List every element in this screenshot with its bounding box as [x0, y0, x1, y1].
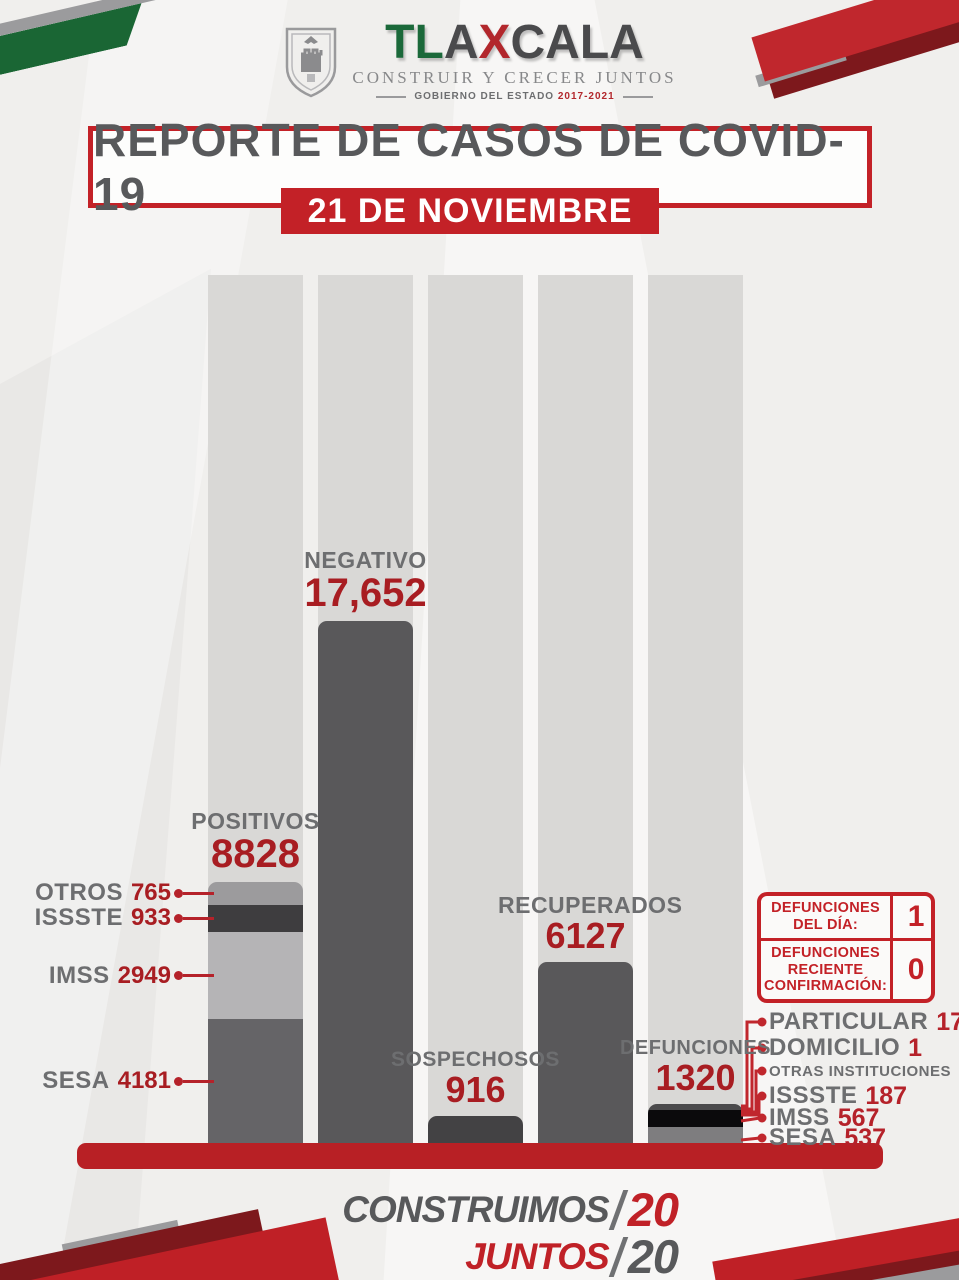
bar-defunciones — [648, 1103, 743, 1143]
brand-subline: GOBIERNO DEL ESTADO 2017-2021 — [376, 91, 653, 102]
category-label: SOSPECHOSOS — [391, 1048, 560, 1072]
breakdown-value: 1 — [908, 1033, 923, 1062]
connector-line — [183, 891, 214, 895]
category-value: 8828 — [211, 831, 300, 876]
state-logo: TLAXCALA CONSTRUIR Y CRECER JUNTOS GOBIE… — [0, 19, 959, 102]
column-track — [428, 275, 523, 1143]
defunciones-breakdown-domicilio: DOMICILIO 1 — [769, 1034, 922, 1062]
segment-def-imss — [648, 1110, 743, 1128]
bar-recuperados — [538, 961, 633, 1143]
category-value: 916 — [445, 1069, 506, 1111]
connector-dot — [174, 888, 183, 898]
defunciones-table: DEFUNCIONES DEL DÍA: 1 DEFUNCIONES RECIE… — [757, 892, 935, 1004]
slogan-construimos: CONSTRUIMOS — [342, 1188, 609, 1230]
breakdown-label: PARTICULAR — [769, 1008, 929, 1035]
breakdown-value: 537 — [844, 1123, 887, 1152]
breakdown-value: 933 — [130, 904, 171, 932]
slash-divider — [608, 1189, 628, 1230]
breakdown-label: OTRAS INSTITUCIONES — [769, 1062, 952, 1080]
defunciones-breakdown-particular: PARTICULAR 17 — [769, 1008, 959, 1036]
connector-line — [183, 916, 214, 920]
breakdown-value: 765 — [130, 879, 171, 907]
brand-tagline: CONSTRUIR Y CRECER JUNTOS — [352, 68, 677, 87]
category-label: DEFUNCIONES — [619, 1037, 772, 1060]
defunciones-breakdown-otras-instituciones: OTRAS INSTITUCIONES 11 — [769, 1057, 959, 1085]
wordmark-cala: CALA — [510, 16, 644, 69]
slogan-20-top: 20 — [627, 1183, 679, 1236]
segment-def-sesa — [648, 1127, 743, 1143]
divider-line — [376, 95, 407, 98]
connector-line — [183, 1079, 214, 1083]
breakdown-label: SESA — [42, 1067, 110, 1095]
slogan-20-bottom: 20 — [627, 1230, 679, 1280]
segment-otros — [208, 881, 303, 905]
category-value: 1320 — [655, 1057, 736, 1099]
report-title: REPORTE DE CASOS DE COVID-19 — [93, 114, 845, 220]
breakdown-value: 17 — [936, 1007, 959, 1036]
breakdown-label: DOMICILIO — [769, 1034, 901, 1061]
breakdown-value: 2949 — [117, 961, 171, 989]
divider-line — [622, 95, 653, 98]
wordmark-x: X — [478, 16, 511, 69]
connector-dot — [174, 1076, 183, 1086]
segment-issste — [208, 904, 303, 933]
wordmark-a: A — [443, 16, 479, 69]
segment-imss — [208, 932, 303, 1020]
bar-negativo — [318, 621, 413, 1143]
coat-of-arms-icon — [286, 27, 337, 98]
breakdown-value: 567 — [837, 1103, 880, 1132]
defunciones-breakdown-issste: ISSSTE 187 — [769, 1082, 907, 1110]
breakdown-label: IMSS — [769, 1104, 830, 1131]
wordmark-tl: TL — [385, 16, 444, 69]
breakdown-label: ISSSTE — [34, 904, 123, 932]
positivos-breakdown-issste: ISSSTE 933 — [35, 904, 214, 932]
segment-def-instituciones — [648, 1103, 743, 1111]
brand-wordmark: TLAXCALA — [385, 19, 644, 67]
connector-dot — [174, 913, 183, 923]
positivos-breakdown-imss: IMSS 2949 — [49, 962, 214, 990]
report-date-box: 21 DE NOVIEMBRE — [281, 188, 659, 234]
breakdown-value: 187 — [865, 1081, 908, 1110]
positivos-breakdown-sesa: SESA 4181 — [42, 1067, 214, 1095]
breakdown-label: OTROS — [35, 879, 123, 907]
table-label-reciente-confirmacion: DEFUNCIONES RECIENTE CONFIRMACIÓN: — [761, 941, 894, 1000]
government-label: GOBIERNO DEL ESTADO — [414, 91, 555, 102]
segment-sesa — [208, 1019, 303, 1143]
table-value-reciente-confirmacion: 0 — [907, 953, 925, 986]
category-label: POSITIVOS — [191, 807, 320, 834]
slash-divider — [608, 1236, 628, 1277]
negativo-label: NEGATIVO 17,652 — [278, 548, 453, 614]
positivos-breakdown-otros: OTROS 765 — [35, 879, 214, 907]
category-value: 17,652 — [304, 571, 427, 615]
table-value-defunciones-del-dia: 1 — [893, 896, 931, 941]
breakdown-label: IMSS — [48, 961, 110, 989]
bar-positivos — [208, 881, 303, 1143]
breakdown-label: SESA — [769, 1124, 837, 1151]
positivos-label: POSITIVOS 8828 — [168, 809, 343, 875]
category-label: RECUPERADOS — [498, 891, 683, 918]
table-label-defunciones-del-dia: DEFUNCIONES DEL DÍA: — [761, 896, 894, 941]
category-label: NEGATIVO — [304, 546, 427, 573]
footer-slogan: CONSTRUIMOS 20 JUNTOS 20 — [318, 1182, 679, 1280]
chart-baseline — [77, 1143, 883, 1169]
category-value: 6127 — [545, 915, 626, 957]
breakdown-value: 4181 — [117, 1067, 171, 1095]
bar-sospechosos — [428, 1115, 523, 1143]
connector-line — [183, 974, 214, 978]
defunciones-breakdown-imss: IMSS 567 — [769, 1104, 879, 1132]
connector-dot — [174, 971, 183, 981]
report-date: 21 DE NOVIEMBRE — [307, 191, 633, 230]
defunciones-breakdown-sesa: SESA 537 — [769, 1124, 886, 1152]
government-years: 2017-2021 — [557, 91, 615, 102]
defunciones-label: DEFUNCIONES 1320 — [608, 1038, 783, 1097]
column-track — [648, 275, 743, 1143]
sospechosos-label: SOSPECHOSOS 916 — [388, 1049, 563, 1109]
breakdown-label: ISSSTE — [769, 1082, 858, 1109]
recuperados-label: RECUPERADOS 6127 — [498, 891, 683, 957]
slogan-juntos: JUNTOS — [465, 1235, 609, 1277]
